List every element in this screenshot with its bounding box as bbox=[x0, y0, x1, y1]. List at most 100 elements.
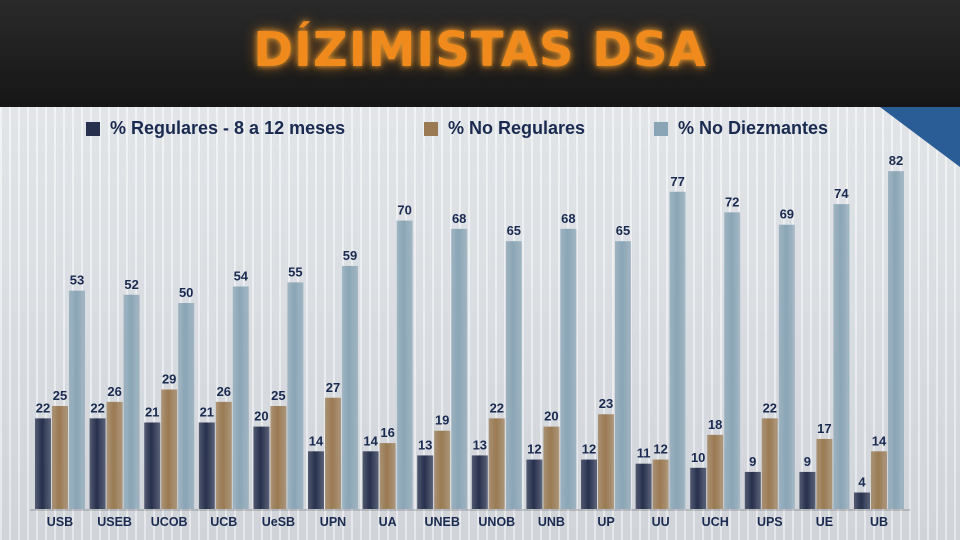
bar-no-diezmantes-up bbox=[615, 241, 631, 509]
bar-no-diezmantes-unb bbox=[560, 228, 577, 509]
bar-regulares-ups bbox=[744, 471, 761, 509]
data-label-regulares-ub: 4 bbox=[858, 475, 866, 490]
bar-regulares-up bbox=[581, 459, 597, 509]
data-label-regulares-useb: 22 bbox=[90, 400, 104, 415]
bar-regulares-uesb bbox=[253, 426, 270, 509]
data-label-no-regulares-uneb: 19 bbox=[435, 413, 449, 428]
data-label-regulares-ucb: 21 bbox=[200, 404, 214, 419]
bar-no-regulares-ups bbox=[761, 418, 778, 509]
category-label-useb: USEB bbox=[97, 515, 132, 529]
data-label-no-diezmantes-usb: 53 bbox=[70, 273, 84, 288]
category-label-up: UP bbox=[597, 515, 614, 529]
category-label-unb: UNB bbox=[538, 515, 565, 529]
bar-no-diezmantes-ucb bbox=[232, 286, 249, 509]
legend: % Regulares - 8 a 12 meses % No Regulare… bbox=[0, 118, 960, 142]
category-label-uneb: UNEB bbox=[424, 515, 459, 529]
bar-no-regulares-uu bbox=[652, 459, 669, 509]
bar-no-diezmantes-ub bbox=[888, 171, 904, 509]
bar-regulares-upn bbox=[308, 451, 324, 509]
data-label-regulares-uneb: 13 bbox=[418, 437, 432, 452]
bar-regulares-unb bbox=[526, 459, 543, 509]
page-title: DÍZIMISTAS DSA bbox=[253, 22, 707, 78]
bar-regulares-uch bbox=[690, 467, 707, 509]
category-label-ups: UPS bbox=[757, 515, 783, 529]
category-label-unob: UNOB bbox=[478, 515, 515, 529]
data-label-no-regulares-unob: 22 bbox=[490, 400, 504, 415]
category-label-ue: UE bbox=[816, 515, 833, 529]
bar-no-diezmantes-useb bbox=[123, 294, 140, 509]
data-label-regulares-uch: 10 bbox=[691, 450, 705, 465]
data-label-no-diezmantes-upn: 59 bbox=[343, 248, 357, 263]
data-label-no-diezmantes-uesb: 55 bbox=[288, 264, 302, 279]
data-label-regulares-ucob: 21 bbox=[145, 404, 159, 419]
data-label-no-diezmantes-uch: 72 bbox=[725, 194, 739, 209]
data-label-no-regulares-uu: 12 bbox=[653, 442, 667, 457]
corner-decoration bbox=[880, 107, 960, 167]
data-label-no-regulares-ucob: 29 bbox=[162, 372, 176, 387]
bar-no-diezmantes-ups bbox=[778, 224, 795, 509]
data-label-regulares-uu: 11 bbox=[637, 446, 651, 461]
bar-no-diezmantes-ua bbox=[396, 220, 413, 509]
data-label-no-regulares-ua: 16 bbox=[380, 425, 394, 440]
data-label-no-regulares-useb: 26 bbox=[107, 384, 121, 399]
legend-swatch-no-diezmantes bbox=[654, 121, 668, 136]
data-label-no-diezmantes-unb: 68 bbox=[561, 211, 575, 226]
data-label-no-regulares-ups: 22 bbox=[763, 400, 777, 415]
data-label-regulares-upn: 14 bbox=[309, 433, 324, 448]
bar-no-diezmantes-uneb bbox=[451, 228, 468, 509]
category-label-ucb: UCB bbox=[210, 515, 237, 529]
data-label-regulares-uesb: 20 bbox=[254, 409, 268, 424]
bar-no-regulares-useb bbox=[106, 401, 123, 509]
data-label-no-regulares-usb: 25 bbox=[53, 388, 67, 403]
data-label-no-regulares-uch: 18 bbox=[708, 417, 722, 432]
data-label-regulares-usb: 22 bbox=[36, 400, 50, 415]
category-label-ua: UA bbox=[379, 515, 397, 529]
data-label-regulares-ups: 9 bbox=[749, 454, 756, 469]
bar-no-regulares-ue bbox=[816, 438, 833, 509]
data-label-no-regulares-upn: 27 bbox=[326, 380, 340, 395]
legend-label-no-regulares: % No Regulares bbox=[448, 118, 586, 138]
bar-no-regulares-up bbox=[598, 414, 614, 509]
data-label-no-diezmantes-useb: 52 bbox=[124, 277, 138, 292]
data-label-no-regulares-ucb: 26 bbox=[217, 384, 231, 399]
bar-no-regulares-ucob bbox=[161, 389, 178, 509]
bar-no-diezmantes-ue bbox=[833, 204, 850, 509]
bar-no-diezmantes-unob bbox=[505, 241, 522, 509]
category-label-upn: UPN bbox=[320, 515, 346, 529]
bar-no-diezmantes-upn bbox=[342, 265, 358, 509]
bar-no-regulares-uch bbox=[707, 434, 724, 509]
bar-regulares-ub bbox=[854, 492, 870, 509]
data-label-no-regulares-up: 23 bbox=[599, 396, 613, 411]
legend-item-no-diezmantes: % No Diezmantes bbox=[654, 118, 828, 139]
legend-swatch-regulares bbox=[86, 121, 100, 136]
legend-swatch-no-regulares bbox=[424, 121, 438, 136]
bar-regulares-ucob bbox=[144, 422, 161, 509]
bar-regulares-ucb bbox=[198, 422, 215, 509]
bar-no-regulares-unob bbox=[488, 418, 505, 509]
legend-item-regulares: % Regulares - 8 a 12 meses bbox=[86, 118, 345, 139]
category-label-uch: UCH bbox=[702, 515, 729, 529]
data-label-regulares-ua: 14 bbox=[363, 433, 378, 448]
data-label-no-diezmantes-ucb: 54 bbox=[234, 269, 249, 284]
data-label-regulares-up: 12 bbox=[582, 442, 596, 457]
category-label-ucob: UCOB bbox=[151, 515, 188, 529]
bar-regulares-uu bbox=[635, 463, 652, 509]
data-label-regulares-unob: 13 bbox=[473, 437, 487, 452]
data-label-no-diezmantes-up: 65 bbox=[616, 223, 630, 238]
category-label-ub: UB bbox=[870, 515, 888, 529]
bar-no-regulares-uesb bbox=[270, 406, 287, 509]
bar-regulares-ua bbox=[362, 451, 379, 509]
legend-label-no-diezmantes: % No Diezmantes bbox=[678, 118, 829, 138]
bar-regulares-unob bbox=[471, 455, 488, 509]
category-label-uu: UU bbox=[652, 515, 670, 529]
bar-no-regulares-ub bbox=[871, 451, 887, 509]
bar-no-regulares-upn bbox=[325, 397, 341, 509]
header: DÍZIMISTAS DSA bbox=[0, 0, 960, 107]
bar-regulares-uneb bbox=[417, 455, 434, 509]
chart-baseline bbox=[30, 509, 910, 511]
legend-item-no-regulares: % No Regulares bbox=[424, 118, 585, 139]
data-label-regulares-unb: 12 bbox=[527, 442, 541, 457]
bar-no-diezmantes-uesb bbox=[287, 282, 304, 509]
data-label-no-regulares-unb: 20 bbox=[544, 409, 558, 424]
